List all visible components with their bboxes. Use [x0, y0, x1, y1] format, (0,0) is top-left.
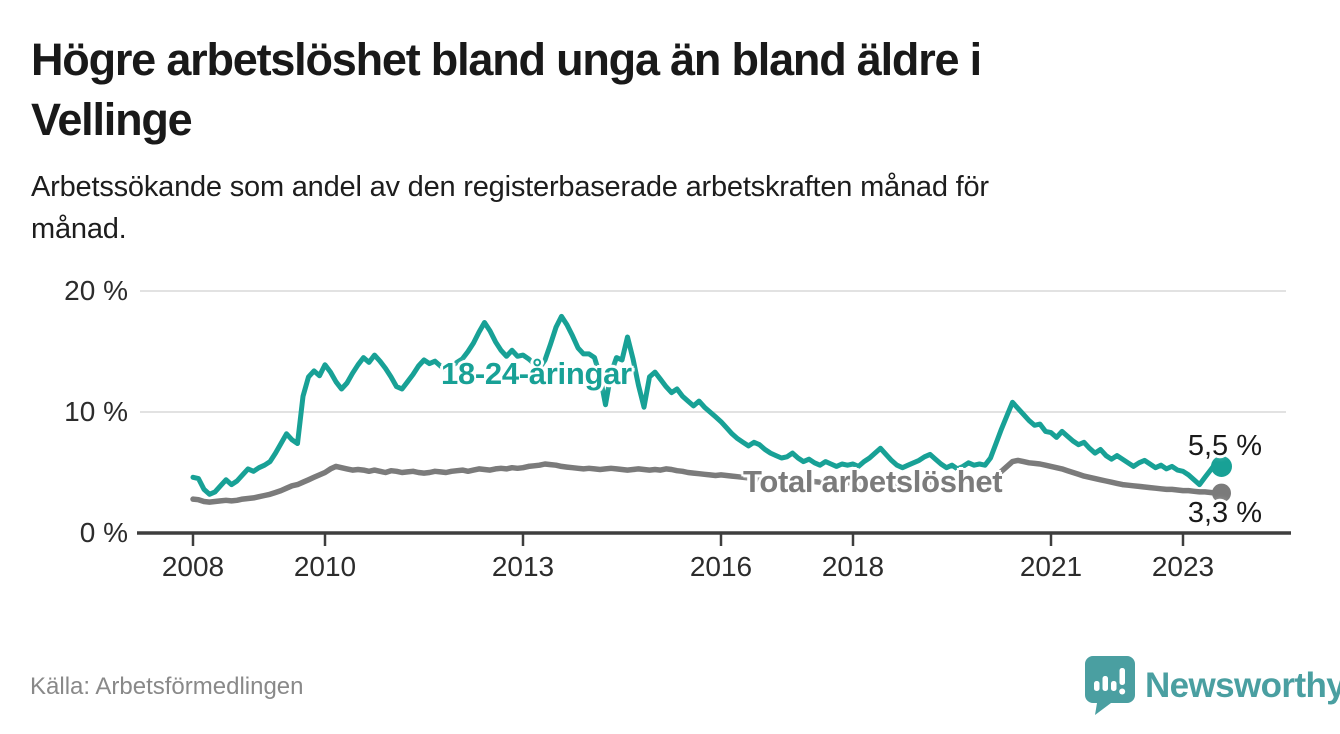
series-line-18-24	[190, 313, 1224, 497]
end-value-label-18-24: 5,5 %	[1187, 430, 1262, 462]
y-tick-label-20: 20 %	[64, 275, 128, 306]
subtitle-line-2: månad.	[31, 213, 127, 245]
newsworthy-logo[interactable]: Newsworthy	[1084, 655, 1340, 716]
y-tick-label-10: 10 %	[64, 396, 128, 427]
page-title: Högre arbetslöshet bland unga än bland ä…	[31, 30, 1291, 150]
chart-subtitle: Arbetssökande som andel av den registerb…	[31, 166, 1291, 250]
exclamation-stem	[1119, 668, 1125, 685]
bar-2	[1102, 676, 1108, 691]
source-attribution: Källa: Arbetsförmedlingen	[30, 673, 304, 700]
y-tick-label-0: 0 %	[79, 517, 128, 548]
bar-1	[1094, 681, 1100, 691]
x-tick-label-2018: 2018	[821, 551, 885, 582]
title-line-2: Vellinge	[31, 94, 193, 145]
x-tick-label-2008: 2008	[161, 551, 225, 582]
title-line-1: Högre arbetslöshet bland unga än bland ä…	[31, 34, 982, 85]
end-dot-18-24	[1211, 455, 1232, 477]
x-tick-label-2013: 2013	[491, 551, 555, 582]
subtitle-line-1: Arbetssökande som andel av den registerb…	[31, 171, 989, 203]
speech-bubble-shape	[1085, 656, 1135, 715]
bar-3	[1111, 681, 1117, 691]
series-label-total: Total arbetslöshet	[743, 464, 1003, 499]
exclamation-dot	[1119, 688, 1126, 695]
end-value-label-total: 3,3 %	[1187, 497, 1262, 529]
x-tick-label-2021: 2021	[1019, 551, 1083, 582]
series-line-total	[190, 457, 1225, 505]
end-dot-total	[1212, 483, 1231, 503]
brand-wordmark: Newsworthy	[1145, 665, 1340, 705]
x-tick-label-2016: 2016	[689, 551, 753, 582]
series-label-18-24: 18-24-åringar	[441, 356, 632, 391]
speech-bubble-bar-chart-icon	[1085, 656, 1135, 715]
x-tick-label-2023: 2023	[1151, 551, 1215, 582]
x-tick-label-2010: 2010	[293, 551, 357, 582]
